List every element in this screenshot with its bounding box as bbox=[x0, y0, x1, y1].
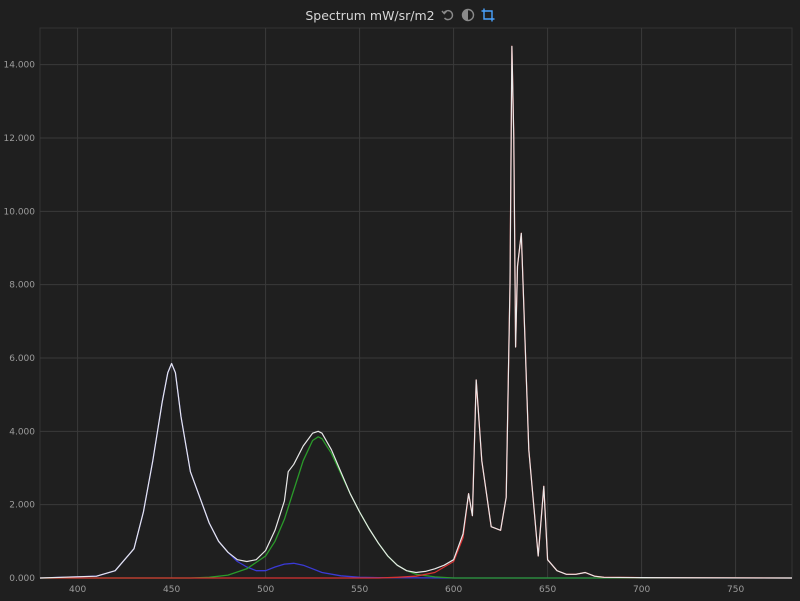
blue-series-line bbox=[39, 362, 792, 579]
grid-layer bbox=[39, 27, 793, 579]
undo-icon[interactable] bbox=[441, 8, 455, 22]
series-layer bbox=[39, 45, 793, 579]
y-tick-label: 12.000 bbox=[4, 134, 36, 144]
chart-header: Spectrum mW/sr/m2 bbox=[0, 0, 800, 30]
y-tick-label: 10.000 bbox=[4, 207, 36, 217]
plot-frame bbox=[39, 27, 793, 579]
x-tick-label: 550 bbox=[351, 585, 368, 595]
red-series-line bbox=[40, 45, 793, 579]
x-tick-label: 700 bbox=[633, 585, 650, 595]
contrast-icon[interactable] bbox=[461, 8, 475, 22]
x-tick-label: 450 bbox=[163, 585, 180, 595]
crop-icon[interactable] bbox=[481, 8, 495, 22]
x-tick-label: 500 bbox=[257, 585, 274, 595]
y-tick-label: 0.000 bbox=[9, 574, 35, 584]
white-series-line bbox=[39, 45, 793, 579]
y-tick-label: 4.000 bbox=[9, 427, 35, 437]
x-tick-label: 600 bbox=[445, 585, 462, 595]
x-tick-label: 650 bbox=[539, 585, 556, 595]
y-tick-label: 2.000 bbox=[9, 501, 35, 511]
y-tick-label: 8.000 bbox=[9, 281, 35, 291]
axis-layer: 400 450 500 550 600 650 700 750 0.000 2.000 4.000 6… bbox=[4, 61, 745, 595]
x-tick-label: 750 bbox=[727, 585, 744, 595]
y-tick-label: 14.000 bbox=[4, 61, 36, 71]
chart-title: Spectrum mW/sr/m2 bbox=[305, 7, 435, 23]
x-tick-label: 400 bbox=[69, 585, 86, 595]
y-tick-label: 6.000 bbox=[9, 354, 35, 364]
